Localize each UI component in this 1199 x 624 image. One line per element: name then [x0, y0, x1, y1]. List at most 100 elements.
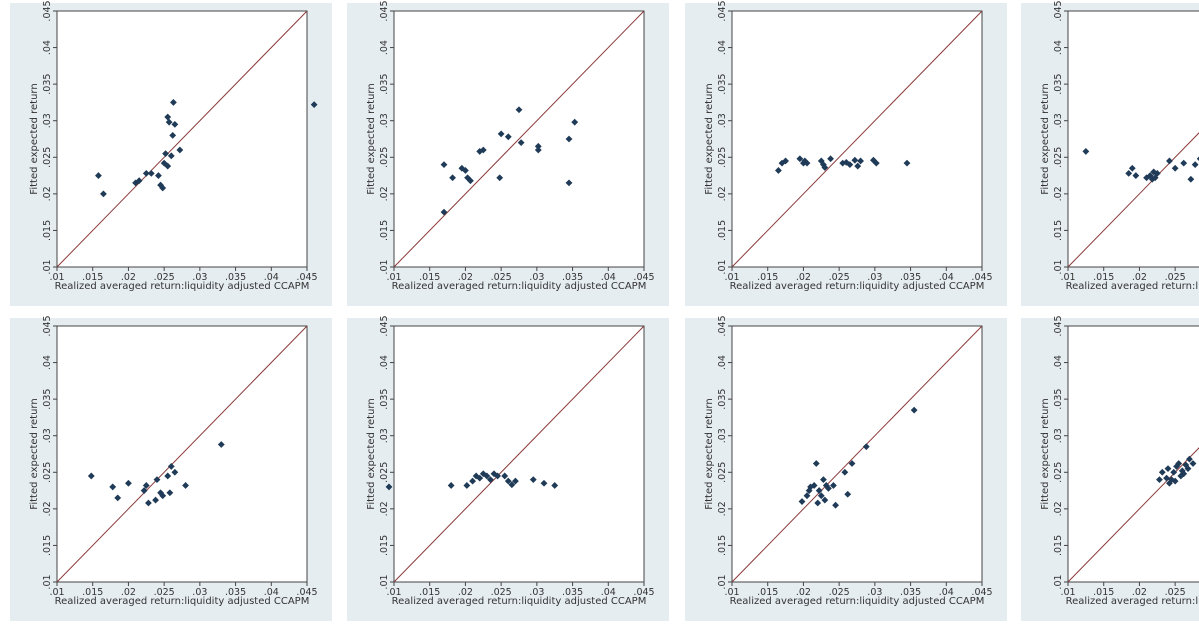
x-tick-label: .045	[971, 272, 992, 283]
scatter-point	[778, 159, 786, 167]
scatter-point	[841, 468, 849, 476]
scatter-point	[810, 482, 818, 489]
x-tick-label: .01	[1060, 587, 1075, 598]
scatter-point	[1132, 172, 1140, 179]
scatter-point	[512, 477, 519, 485]
y-tick-label: .03	[1053, 428, 1064, 443]
scatter-point	[176, 146, 184, 154]
x-tick-label: .015	[82, 272, 103, 283]
y-tick-label: .025	[1053, 147, 1064, 168]
chart-panel-6: .01 .015 .02 .025 .03 .035 .04 .045 .01 .015 .02 .0…	[347, 315, 669, 621]
scatter-point	[1189, 460, 1197, 467]
y-tick-label: .045	[42, 0, 53, 21]
y-tick-label: .04	[1053, 40, 1064, 55]
scatter-point	[796, 155, 804, 163]
x-tick-label: .035	[225, 587, 246, 598]
scatter-point	[854, 162, 862, 170]
scatter-point	[830, 482, 837, 489]
x-tick-label: .03	[529, 272, 544, 283]
scatter-point	[825, 484, 832, 492]
y-axis-label: Fitted expected return	[1040, 83, 1051, 194]
y-tick-label: .025	[1053, 462, 1064, 483]
x-axis-label: Realized averaged return:liquidity adjus…	[1066, 281, 1199, 292]
scatter-point	[100, 190, 107, 198]
scatter-point	[164, 113, 172, 121]
x-tick-label: .02	[458, 587, 473, 598]
scatter-point	[479, 146, 487, 154]
y-axis-label: Fitted expected return	[366, 398, 377, 509]
scatter-point	[310, 101, 318, 109]
y-tick-label: .04	[1053, 355, 1064, 370]
scatter-point	[142, 169, 150, 177]
y-tick-label: .035	[1053, 74, 1064, 95]
y-axis-label: Fitted expected return	[29, 83, 40, 194]
scatter-point	[160, 159, 168, 167]
reference-line	[57, 326, 307, 582]
y-tick-label: .015	[379, 220, 390, 241]
scatter-point	[467, 177, 474, 185]
y-tick-label: .01	[379, 259, 390, 274]
reference-line	[1068, 132, 1199, 267]
y-tick-label: .025	[379, 147, 390, 168]
x-tick-label: .035	[225, 272, 246, 283]
scatter-point	[820, 476, 827, 483]
reference-line	[394, 11, 644, 267]
y-tick-label: .045	[1053, 0, 1064, 21]
y-tick-label: .045	[42, 315, 53, 336]
scatter-point	[140, 487, 148, 494]
scatter-point	[821, 496, 829, 504]
y-tick-label: .03	[379, 113, 390, 128]
scatter-point	[844, 490, 852, 498]
scatter-point	[910, 406, 918, 414]
scatter-point	[565, 135, 573, 143]
scatter-point	[167, 463, 175, 470]
scatter-point	[862, 443, 870, 451]
chart-panel-4: .01 .015 .02 .025 .03 .035 .04 .045 .01 .015 .02 .0…	[1021, 0, 1199, 306]
y-tick-label: .02	[1053, 501, 1064, 516]
y-tick-label: .015	[1053, 220, 1064, 241]
x-tick-label: .02	[121, 272, 136, 283]
y-tick-label: .045	[379, 315, 390, 336]
y-axis-label: Fitted expected return	[704, 398, 715, 509]
y-tick-label: .04	[379, 40, 390, 55]
x-tick-label: .04	[264, 272, 279, 283]
x-tick-label: .045	[296, 272, 317, 283]
scatter-point	[1146, 172, 1154, 179]
x-tick-label: .025	[829, 587, 850, 598]
reference-line	[1068, 447, 1199, 582]
y-tick-label: .015	[1053, 535, 1064, 556]
scatter-point	[169, 131, 177, 139]
scatter-point	[167, 152, 175, 160]
scatter-point	[529, 476, 537, 483]
scatter-point	[803, 492, 811, 500]
scatter-point	[135, 177, 143, 185]
chart-panel-7: .01 .015 .02 .025 .03 .035 .04 .045 .01 .015 .02 .0…	[685, 315, 1007, 621]
x-tick-label: .025	[491, 587, 512, 598]
x-tick-label: .035	[562, 587, 583, 598]
x-axis-label: Realized averaged return:liquidity adjus…	[392, 281, 647, 292]
scatter-point	[1171, 164, 1179, 172]
plot-area	[1067, 325, 1199, 583]
scatter-point	[157, 489, 164, 497]
scatter-point	[157, 181, 164, 189]
chart-panel-8: .01 .015 .02 .025 .03 .035 .04 .045 .01 .015 .02 .0…	[1021, 315, 1199, 621]
scatter-point	[821, 164, 829, 171]
scatter-point	[164, 472, 172, 480]
x-axis-label: Realized averaged return:liquidity adjus…	[730, 596, 985, 607]
x-tick-label: .015	[757, 272, 778, 283]
y-tick-label: .025	[379, 462, 390, 483]
y-tick-label: .03	[717, 428, 728, 443]
x-tick-label: .02	[121, 587, 136, 598]
y-tick-label: .01	[717, 574, 728, 589]
x-tick-label: .025	[154, 272, 175, 283]
scatter-point	[182, 482, 189, 489]
y-tick-label: .03	[717, 113, 728, 128]
scatter-point	[159, 492, 167, 500]
y-tick-label: .02	[717, 501, 728, 516]
chart-panel-5: .01 .015 .02 .025 .03 .035 .04 .045 .01 .015 .02 .0…	[10, 315, 332, 621]
scatter-point	[462, 167, 469, 174]
x-tick-label: .045	[971, 587, 992, 598]
scatter-point	[515, 106, 523, 114]
y-tick-label: .035	[717, 74, 728, 95]
x-tick-label: .04	[939, 272, 954, 283]
